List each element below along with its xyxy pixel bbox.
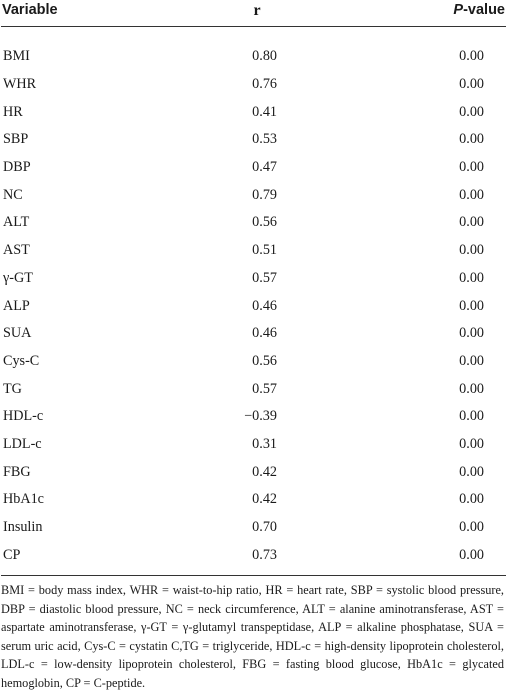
table-row: WHR 0.76 0.00	[0, 71, 507, 99]
cell-r: 0.41	[252, 103, 277, 120]
cell-p-value: 0.00	[459, 242, 484, 259]
cell-r: 0.57	[252, 380, 277, 397]
table-row: HDL-c −0.39 0.00	[0, 403, 507, 431]
cell-p-value: 0.00	[459, 269, 484, 286]
cell-r: 0.31	[252, 435, 277, 452]
cell-variable: SUA	[3, 325, 32, 342]
cell-r: 0.70	[252, 519, 277, 536]
cell-variable: WHR	[3, 76, 37, 93]
cell-variable: DBP	[3, 159, 31, 176]
cell-p-value: 0.00	[459, 519, 484, 536]
table-row: ALP 0.46 0.00	[0, 292, 507, 320]
cell-p-value: 0.00	[459, 131, 484, 148]
cell-p-value: 0.00	[459, 463, 484, 480]
table-body: BMI 0.80 0.00 WHR 0.76 0.00 HR 0.41 0.00 SBP 0.53 0…	[0, 27, 507, 569]
cell-r: 0.46	[252, 325, 277, 342]
cell-p-value: 0.00	[459, 76, 484, 93]
cell-p-value: 0.00	[459, 380, 484, 397]
cell-r: 0.51	[252, 242, 277, 259]
cell-p-value: 0.00	[459, 408, 484, 425]
cell-variable: HbA1c	[3, 491, 44, 508]
header-p-suffix: -value	[463, 2, 505, 18]
cell-r: 0.57	[252, 269, 277, 286]
cell-r: 0.79	[252, 186, 277, 203]
cell-p-value: 0.00	[459, 48, 484, 65]
table-row: HbA1c 0.42 0.00	[0, 486, 507, 514]
table-row: TG 0.57 0.00	[0, 375, 507, 403]
table-footnote: BMI = body mass index, WHR = waist-to-hi…	[1, 583, 504, 691]
cell-r: −0.39	[244, 408, 277, 425]
cell-variable: HDL-c	[3, 408, 44, 425]
table-row: LDL-c 0.31 0.00	[0, 431, 507, 459]
cell-p-value: 0.00	[459, 546, 484, 563]
table-row: CP 0.73 0.00	[0, 541, 507, 569]
cell-r: 0.56	[252, 352, 277, 369]
bottom-rule	[1, 575, 506, 577]
cell-r: 0.42	[252, 463, 277, 480]
cell-p-value: 0.00	[459, 297, 484, 314]
cell-p-value: 0.00	[459, 352, 484, 369]
cell-variable: Cys-C	[3, 352, 40, 369]
cell-variable: ALP	[3, 297, 30, 314]
cell-variable: LDL-c	[3, 435, 42, 452]
header-p-italic: P	[453, 2, 464, 18]
cell-variable: FBG	[3, 463, 31, 480]
table-row: AST 0.51 0.00	[0, 237, 507, 265]
table-row: ALT 0.56 0.00	[0, 209, 507, 237]
table-row: BMI 0.80 0.00	[0, 43, 507, 71]
cell-p-value: 0.00	[459, 103, 484, 120]
cell-p-value: 0.00	[459, 325, 484, 342]
table-row: HR 0.41 0.00	[0, 98, 507, 126]
cell-r: 0.56	[252, 214, 277, 231]
cell-r: 0.42	[252, 491, 277, 508]
header-variable: Variable	[2, 2, 58, 18]
header-r: r	[253, 2, 261, 19]
table-row: γ-GT 0.57 0.00	[0, 265, 507, 293]
cell-p-value: 0.00	[459, 435, 484, 452]
cell-p-value: 0.00	[459, 214, 484, 231]
cell-variable: γ-GT	[3, 269, 33, 286]
cell-variable: SBP	[3, 131, 29, 148]
table-row: FBG 0.42 0.00	[0, 458, 507, 486]
cell-variable: HR	[3, 103, 23, 120]
table-row: SBP 0.53 0.00	[0, 126, 507, 154]
cell-variable: Insulin	[3, 519, 43, 536]
cell-r: 0.53	[252, 131, 277, 148]
table-row: Insulin 0.70 0.00	[0, 514, 507, 542]
cell-variable: CP	[3, 546, 21, 563]
cell-variable: AST	[3, 242, 30, 259]
cell-p-value: 0.00	[459, 159, 484, 176]
cell-variable: ALT	[3, 214, 30, 231]
table-row: NC 0.79 0.00	[0, 181, 507, 209]
table-header: Variable r P-value	[0, 0, 507, 26]
cell-r: 0.80	[252, 48, 277, 65]
cell-r: 0.46	[252, 297, 277, 314]
cell-r: 0.76	[252, 76, 277, 93]
cell-p-value: 0.00	[459, 491, 484, 508]
cell-variable: NC	[3, 186, 23, 203]
header-p-value: P-value	[332, 0, 507, 18]
cell-r: 0.47	[252, 159, 277, 176]
cell-p-value: 0.00	[459, 186, 484, 203]
cell-variable: BMI	[3, 48, 30, 65]
table-row: SUA 0.46 0.00	[0, 320, 507, 348]
cell-r: 0.73	[252, 546, 277, 563]
table-row: DBP 0.47 0.00	[0, 154, 507, 182]
cell-variable: TG	[3, 380, 22, 397]
table-row: Cys-C 0.56 0.00	[0, 348, 507, 376]
header-rule	[1, 26, 506, 27]
